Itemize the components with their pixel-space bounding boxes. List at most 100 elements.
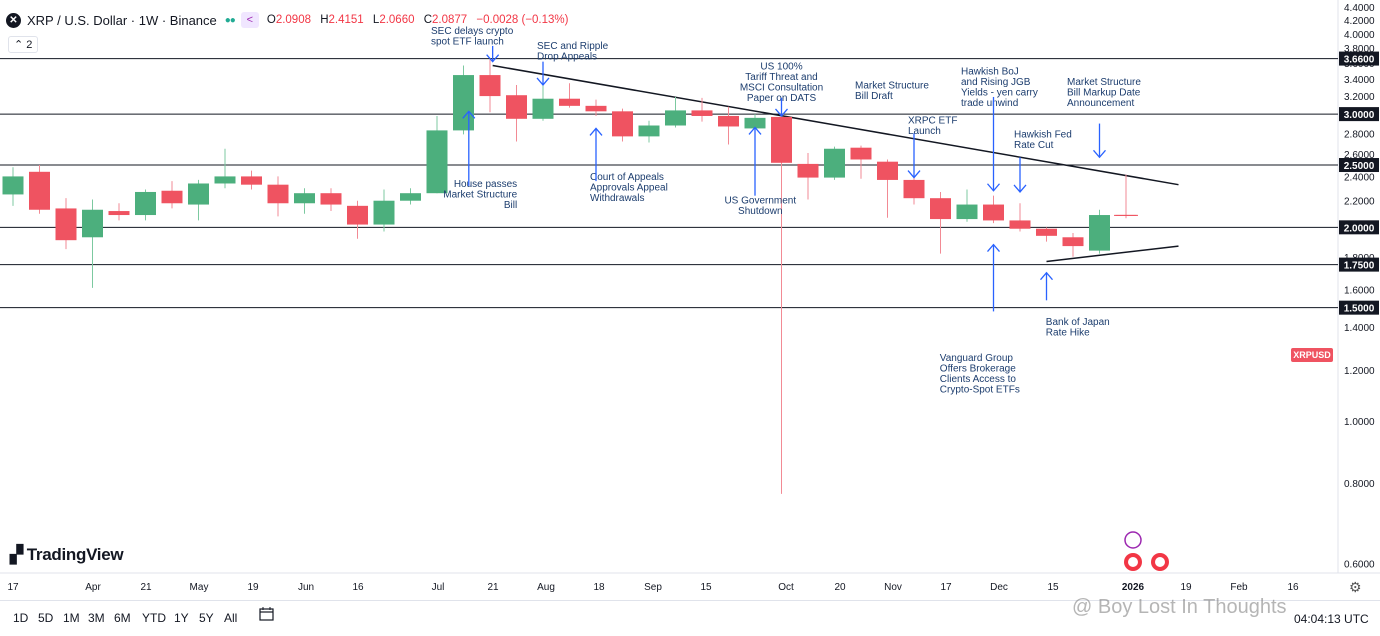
level-price-label: 3.6600 [1344,55,1375,66]
candle-body[interactable] [214,176,236,184]
annotation-text: Bill Draft [855,91,893,102]
price-tick-label: 1.2000 [1344,366,1375,377]
utc-clock[interactable]: 04:04:13 UTC [1294,612,1369,626]
date-range-calendar-icon[interactable] [258,606,276,622]
annotation-arrowhead [1040,271,1053,281]
candle-body[interactable] [82,209,103,238]
candle-body[interactable] [691,110,713,116]
timeframe-5y[interactable]: 5Y [199,611,214,625]
candle-body[interactable] [1089,215,1110,251]
candle-body[interactable] [400,193,421,201]
tradingview-logo[interactable]: ▞ TradingView [10,545,124,564]
annotation-arrowhead [775,108,788,117]
price-tick-label: 1.6000 [1344,286,1375,297]
candle-body[interactable] [930,198,951,220]
timeframe-3m[interactable]: 3M [88,611,105,625]
trendline[interactable] [1046,245,1179,263]
annotation-text: Tariff Threat and [745,72,817,83]
candle-body[interactable] [241,176,262,185]
settings-gear-icon[interactable]: ⚙ [1349,579,1362,595]
time-tick-label: 16 [1287,582,1299,593]
candle-body[interactable] [267,184,289,204]
time-tick-label: 19 [1180,582,1192,593]
annotation-text: Drop Appeals [537,51,597,62]
candle-body[interactable] [320,193,342,205]
xrp-logo-icon[interactable]: ✕ [6,12,21,28]
candle-body[interactable] [559,98,580,106]
time-tick-label: 21 [140,582,152,593]
candle-body[interactable] [55,208,77,241]
candle-body[interactable] [744,117,766,129]
indicators-toggle[interactable]: ⌃ 2 [8,36,39,53]
candle-body[interactable] [771,116,792,163]
annotation-arrowhead [987,183,1000,192]
price-tick-label: 0.6000 [1344,560,1375,571]
candle-body[interactable] [638,125,660,137]
candle-body[interactable] [294,193,315,204]
candle-body[interactable] [824,148,845,178]
price-tick-label: 0.8000 [1344,479,1375,490]
candle-body[interactable] [1009,220,1031,229]
annotation-arrowhead [462,110,476,119]
candle-body[interactable] [506,95,527,119]
candle-body[interactable] [797,163,819,178]
economic-event-flag-inner [1128,557,1138,567]
candle-body[interactable] [1062,237,1084,247]
candle-body[interactable] [665,110,686,126]
candle-body[interactable] [108,211,130,216]
timeframe-1m[interactable]: 1M [63,611,80,625]
trendline[interactable] [492,64,1179,186]
price-tick-label: 3.8000 [1344,44,1375,55]
level-price-tag [1339,300,1379,315]
level-price-tag [1339,158,1379,173]
annotation-arrowhead [748,126,762,135]
candle-body[interactable] [347,205,368,225]
candle-body[interactable] [453,75,474,131]
candle-body[interactable] [161,190,183,204]
candle-body[interactable] [585,105,607,112]
ai-event-icon[interactable] [1124,531,1142,549]
timeframe-6m[interactable]: 6M [114,611,131,625]
level-price-tag [1339,220,1379,235]
bottom-toolbar: 1D 5D 1M 3M 6M YTD 1Y 5Y All [0,600,1380,636]
annotation-text: Market Structure [855,80,929,91]
candle-body[interactable] [479,75,501,97]
symbol-price-tag-label: XRPUSD [1293,350,1331,360]
time-tick-label: Feb [1230,582,1248,593]
candle-body[interactable] [29,171,50,210]
annotation-text: Vanguard Group [940,353,1014,364]
candle-body[interactable] [850,147,872,160]
economic-event-flag-inner [1155,557,1165,567]
candle-body[interactable] [188,183,209,205]
candle-body[interactable] [956,204,978,220]
candle-body[interactable] [135,191,156,216]
share-icon[interactable]: < [240,12,259,28]
annotation-text: Approvals Appeal [590,182,668,193]
candle-body[interactable] [612,111,633,137]
annotation-text: Bank of Japan [1046,317,1110,328]
price-tick-label: 1.0000 [1344,417,1375,428]
timeframe-5d[interactable]: 5D [38,611,54,625]
timeframe-ytd[interactable]: YTD [142,611,166,625]
timeframe-1d[interactable]: 1D [13,611,29,625]
timeframe-1y[interactable]: 1Y [174,611,189,625]
candle-body[interactable] [2,176,24,195]
candle-body[interactable] [903,179,925,199]
annotation-arrowhead [589,127,603,136]
annotation-text: Withdrawals [590,193,644,204]
candle-body[interactable] [426,130,448,194]
candle-body[interactable] [983,204,1004,221]
time-tick-label: Jul [432,582,445,593]
level-price-label: 1.5000 [1344,304,1375,315]
candle-body[interactable] [532,98,554,119]
candle-body[interactable] [877,161,898,180]
price-tick-label: 4.2000 [1344,16,1375,27]
timeframe-all[interactable]: All [224,611,238,625]
candle-body[interactable] [1036,228,1057,236]
candle-body[interactable] [718,115,739,127]
symbol-title[interactable]: XRP / U.S. Dollar · 1W · Binance [27,12,217,28]
candle-body[interactable] [373,200,395,225]
time-tick-label: Sep [644,582,662,593]
time-tick-label: 17 [7,582,19,593]
